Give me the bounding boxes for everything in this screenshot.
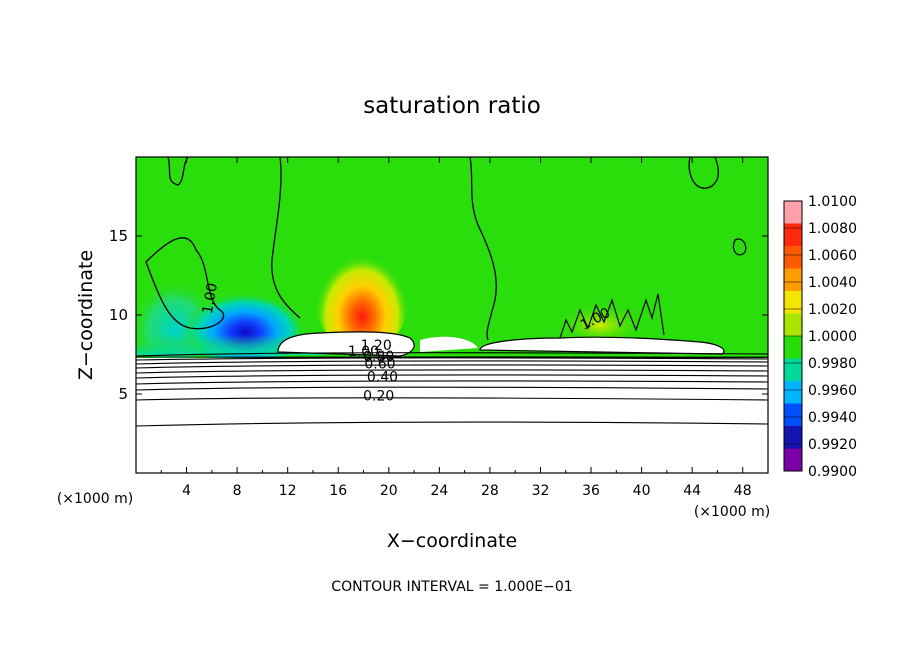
y-tick-label: 5 [118,385,128,403]
chart-title: saturation ratio [363,93,541,119]
colorbar: 1.0100 1.0080 1.0060 1.0040 1.0020 1.0000 0.99… [783,194,857,480]
colorbar-swatch [784,268,802,292]
colorbar-swatch [784,358,802,382]
colorbar-tick-label: 0.9920 [808,437,857,453]
contour-1.00-upper-left [167,157,189,186]
y-axis-label: Z−coordinate [75,250,97,380]
contour-label: 1.20 [361,338,392,354]
x-tick-label: 4 [182,483,191,499]
field-high-yellow [555,303,645,347]
contour-label: 0.40 [367,369,398,385]
contour-label: 1.00 [348,344,379,360]
colorbar-tick-label: 1.0080 [808,221,857,237]
x-tick-label: 44 [683,483,701,499]
contour-interval-footer: CONTOUR INTERVAL = 1.000E−01 [331,579,572,595]
colorbar-swatch [784,336,802,359]
colorbar-swatch [784,223,802,247]
contour-label: 0.20 [363,388,394,404]
colorbar-tick-label: 1.0000 [808,329,857,345]
colorbar-tick-label: 1.0060 [808,248,857,264]
colorbar-tick-label: 0.9940 [808,410,857,426]
colorbar-swatch [784,403,802,427]
y-axis-ticks: 5 10 15 [109,227,768,403]
contour-label: 1.00 [200,282,221,315]
x-tick-label: 16 [329,483,347,499]
x-tick-label: 40 [633,483,651,499]
colorbar-tick-label: 0.9960 [808,383,857,399]
colorbar-tick-label: 0.9900 [808,464,857,480]
colorbar-swatch [784,246,802,269]
contour-1.00-central-plume [271,157,497,341]
x-tick-label: 8 [233,483,242,499]
cloud-region-mid [420,336,478,352]
colorbar-swatch [784,381,802,404]
x-axis-ticks: 4 8 12 16 20 24 28 32 36 40 44 48 [160,157,752,499]
contour-1.00-right-loop [732,238,747,256]
colorbar-swatch [784,426,802,449]
contour-1.00-left-loop [145,237,225,330]
contour-1.00-right-top [688,157,720,189]
x-tick-label: 36 [582,483,600,499]
contour-label: 0.80 [363,349,394,365]
x-tick-label: 28 [481,483,499,499]
x-tick-label: 20 [380,483,398,499]
colorbar-tick-label: 1.0020 [808,302,857,318]
x-tick-label: 12 [279,483,297,499]
contour-lines-lower [135,357,769,427]
colorbar-tick-label: 1.0040 [808,275,857,291]
y-tick-label: 15 [109,227,128,245]
colorbar-swatch [784,291,802,314]
x-unit-left: (×1000 m) [57,491,133,507]
below-cloud-fill [136,358,768,473]
x-axis-label: X−coordinate [387,530,517,552]
x-tick-label: 24 [430,483,448,499]
colorbar-swatch [784,313,802,337]
contour-1.00-wiggle [559,293,665,339]
x-unit-right: (×1000 m) [694,504,770,520]
colorbar-tick-label: 0.9980 [808,356,857,372]
cloud-region-left [277,331,415,357]
x-tick-label: 32 [532,483,550,499]
cloud-region-right [479,336,725,355]
y-tick-label: 10 [109,306,128,324]
field-high-red [314,230,410,354]
colorbar-tick-label: 1.0100 [808,194,857,210]
contour-label: 0.60 [364,357,395,373]
colorbar-swatch [784,448,802,472]
x-tick-label: 48 [734,483,752,499]
colorbar-swatch [784,201,802,224]
